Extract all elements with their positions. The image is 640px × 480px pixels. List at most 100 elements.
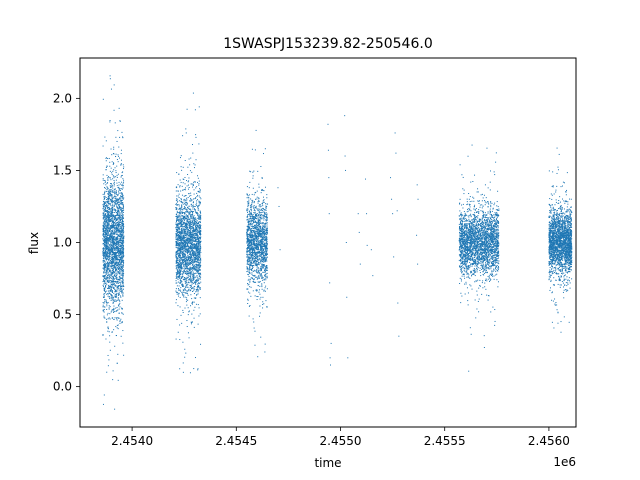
data-point (122, 223, 124, 225)
data-point (180, 222, 182, 224)
data-point (106, 222, 108, 224)
data-point (111, 172, 113, 174)
data-point (107, 196, 109, 198)
data-point (187, 181, 189, 183)
data-point (102, 275, 104, 277)
data-point (111, 284, 112, 286)
data-point (106, 218, 108, 220)
data-point (105, 263, 107, 265)
data-point (196, 290, 198, 292)
data-point (184, 260, 186, 262)
data-point (113, 188, 115, 190)
data-point (181, 245, 183, 247)
data-point (193, 259, 195, 261)
data-point (195, 282, 197, 284)
data-point (196, 279, 198, 281)
data-point (106, 265, 108, 267)
data-point (123, 263, 125, 265)
data-point (109, 216, 111, 218)
data-point (120, 237, 122, 239)
data-point (194, 277, 196, 279)
data-point (106, 321, 108, 323)
data-point (102, 279, 104, 281)
data-point (107, 256, 109, 258)
data-point (104, 261, 106, 263)
data-point (181, 211, 183, 213)
data-point (195, 250, 197, 252)
data-point (194, 245, 196, 247)
data-point (188, 230, 190, 232)
data-point (189, 200, 191, 202)
data-point (114, 202, 116, 204)
data-point (190, 286, 192, 288)
data-point (182, 309, 184, 311)
data-point (108, 238, 110, 240)
data-point (114, 263, 116, 265)
data-point (105, 240, 107, 242)
data-point (113, 233, 115, 235)
data-point (197, 242, 199, 244)
data-point (103, 255, 105, 257)
data-point (189, 227, 191, 229)
data-point (184, 244, 186, 246)
data-point (118, 240, 120, 242)
data-point (116, 269, 118, 271)
data-point (115, 266, 117, 268)
data-point (118, 281, 120, 283)
data-point (121, 200, 123, 202)
data-point (116, 277, 118, 279)
data-point (108, 308, 110, 310)
data-point (107, 268, 109, 270)
data-point (192, 218, 194, 220)
data-point (103, 394, 105, 396)
data-point (183, 289, 185, 291)
data-point (121, 286, 123, 288)
data-point (109, 349, 111, 351)
data-point (187, 294, 189, 296)
data-point (105, 208, 107, 210)
data-point (192, 259, 194, 261)
data-point (116, 206, 118, 208)
data-point (120, 296, 122, 298)
data-point (107, 279, 109, 281)
data-point (189, 213, 191, 215)
data-point (103, 293, 105, 295)
data-point (195, 237, 197, 239)
data-point (176, 229, 178, 231)
data-point (195, 248, 197, 250)
data-point (184, 200, 186, 202)
data-point (120, 251, 122, 253)
data-point (113, 241, 115, 243)
data-point (117, 214, 119, 216)
data-point (191, 249, 193, 251)
data-point (186, 228, 188, 230)
data-point (110, 183, 112, 185)
data-point (194, 210, 196, 212)
data-point (108, 305, 110, 307)
data-point (184, 267, 186, 269)
data-point (189, 233, 191, 235)
data-point (115, 242, 117, 244)
data-point (175, 222, 177, 224)
data-point (180, 234, 182, 236)
data-point (122, 253, 124, 255)
data-point (186, 236, 188, 238)
data-point (118, 304, 120, 306)
data-point (195, 225, 196, 227)
data-point (121, 196, 123, 198)
data-point (187, 259, 189, 261)
data-point (182, 294, 184, 296)
data-point (111, 280, 113, 282)
data-point (112, 216, 114, 218)
data-point (196, 269, 198, 271)
data-point (114, 243, 116, 245)
data-point (113, 236, 115, 238)
data-point (180, 248, 182, 250)
data-point (195, 280, 197, 282)
data-point (182, 250, 184, 252)
data-point (181, 219, 183, 221)
data-point (110, 233, 112, 235)
data-point (119, 270, 121, 272)
data-point (119, 256, 121, 258)
data-point (189, 248, 191, 250)
